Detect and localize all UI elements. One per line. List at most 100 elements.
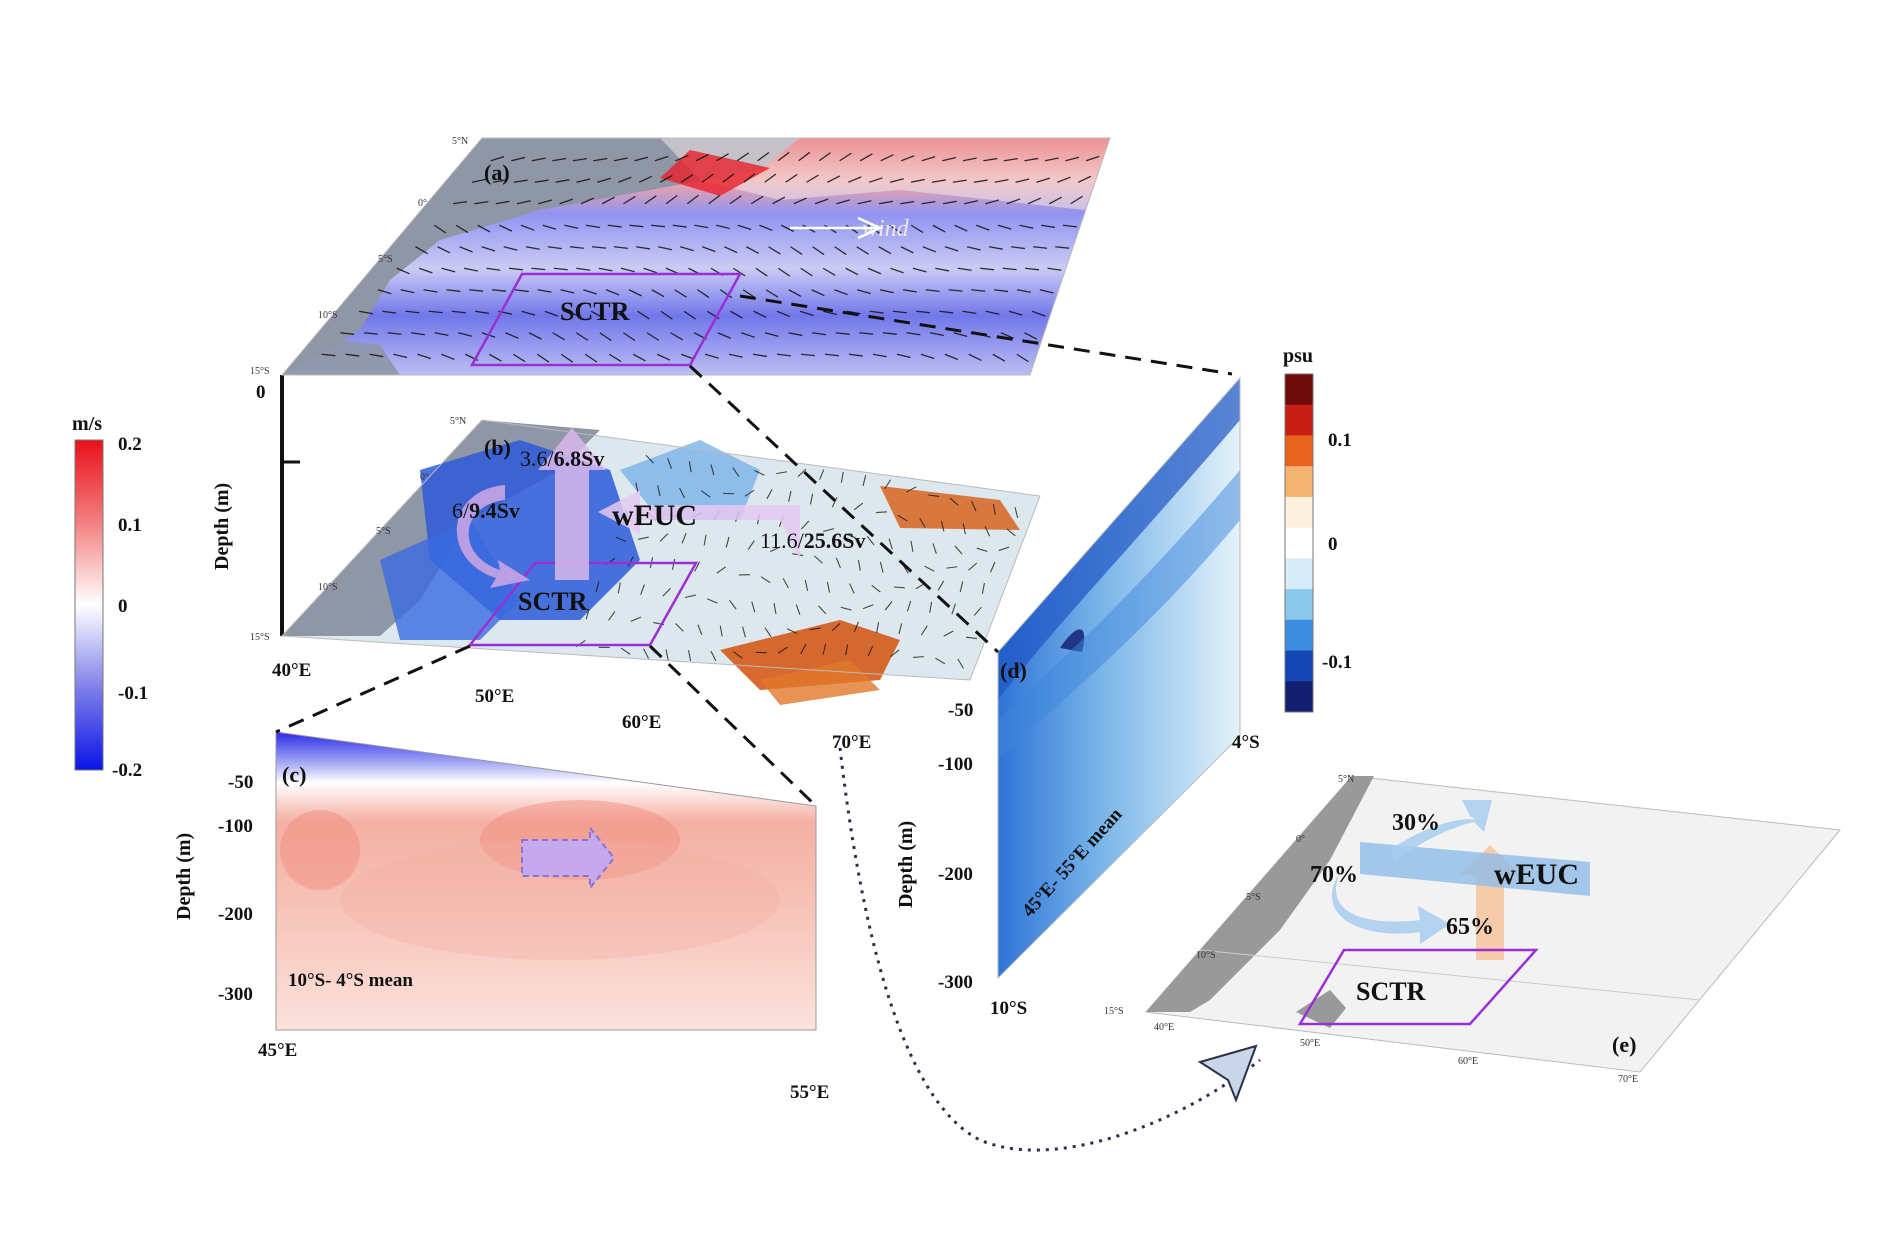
vector-arrow [921,156,936,162]
colorbar-salinity-band [1285,435,1313,467]
colorbar-salinity-tick: 0.1 [1328,430,1352,451]
panel-c-ylabel: Depth (m) [173,833,195,920]
panel-a-lat-tick: 5°S [378,254,393,265]
vector-arrow [795,604,801,616]
vector-arrow [538,199,552,205]
vector-arrow [644,195,657,205]
vector-arrow [605,289,620,296]
vector-arrow [477,224,491,233]
vector-arrow [769,546,781,553]
vector-arrow [848,176,862,183]
vector-arrow [900,246,914,254]
vector-arrow [929,332,944,337]
vector-arrow [777,646,788,654]
vector-arrow [800,520,810,530]
vector-arrow [937,580,945,591]
vector-arrow [608,611,616,621]
vector-arrow [505,332,519,339]
vector-arrow [410,332,426,336]
vector-arrow [890,649,900,658]
vector-arrow [737,224,752,231]
vector-arrow [1031,310,1046,317]
panel-c: (c) 10°S- 4°S mean Depth (m) -50 -100 -2… [173,731,829,1103]
panel-a-label: (a) [484,160,510,185]
vector-arrow [973,179,988,183]
vector-arrow [840,471,844,483]
vector-arrow [722,173,735,183]
vector-arrow [710,464,715,476]
vector-arrow [856,246,869,255]
panel-a-lat-tick: 0° [418,198,427,209]
vector-arrow [576,267,591,271]
lon-tick: 40°E [272,660,311,681]
panel-b-current-label: wEUC [612,499,697,532]
vector-arrow [536,353,550,363]
vector-arrow [646,332,660,341]
vector-arrow [790,246,803,256]
vector-arrow [607,224,622,228]
vector-arrow [800,267,813,277]
vector-arrow [620,267,635,273]
vector-arrow [780,224,795,232]
vector-arrow [822,643,827,655]
vector-arrow [358,310,373,315]
colorbar-velocity-tick: 0 [118,596,128,617]
vector-arrow [954,545,963,555]
panel-d-ytick: -200 [938,864,973,885]
vector-arrow [531,157,546,162]
vector-arrow [888,538,893,550]
vector-arrow [1014,507,1019,519]
vector-arrow [853,502,864,511]
vector-arrow [730,310,743,319]
colorbar-salinity-band [1285,466,1313,498]
vector-arrow [935,267,950,272]
vector-arrow [654,155,669,162]
panel-b-lat-tick: 10°S [318,582,338,593]
vector-arrow [826,581,831,593]
vector-arrow [645,454,655,464]
vector-arrow [719,625,723,637]
vector-arrow [651,289,665,298]
vector-arrow [576,178,591,183]
vector-arrow [823,528,835,532]
vector-arrow [585,224,600,229]
panel-b-lat-tick: 5°S [376,526,391,537]
vector-arrow [952,179,967,183]
vector-arrow [813,555,823,564]
vector-arrow [555,179,570,183]
colorbar-salinity-band [1285,404,1313,436]
panel-b: SCTR (b) 5°N 0° 5°S 10°S 15°S 3.6/6.8Sv … [250,416,1041,705]
vector-arrow [1024,157,1039,162]
vector-arrow [437,246,451,254]
vector-arrow [564,224,579,229]
vector-arrow [845,644,849,656]
panel-e-pct: 30% [1392,810,1440,836]
vector-arrow [716,153,729,162]
colorbar-salinity-tick: -0.1 [1322,652,1352,673]
vector-arrow [876,622,880,634]
panel-b-lat-tick: 15°S [250,632,270,643]
vector-arrow [818,605,827,615]
vector-arrow [957,267,972,271]
vector-arrow [998,546,1010,552]
panel-d-xtick: 4°S [1232,732,1260,753]
panel-c-note: 10°S- 4°S mean [288,970,413,991]
vector-arrow [675,154,689,162]
vector-arrow [544,310,559,317]
vector-arrow [831,623,841,632]
vector-arrow [971,289,986,292]
vector-arrow [867,645,874,657]
vector-arrow [859,153,873,162]
vector-arrow [542,224,557,230]
eastward-flow-arrow-icon [521,825,616,891]
vector-arrow [994,179,1009,183]
vector-arrow [741,332,755,338]
panel-d-ytick: -300 [938,972,973,993]
dotted-link-to-e [838,747,1261,1152]
vector-arrow [736,152,750,162]
vector-arrow [879,561,884,573]
colorbar-salinity-band [1285,589,1313,621]
vector-arrow [814,198,829,205]
vector-arrow [680,353,695,360]
vector-arrow [680,246,694,252]
